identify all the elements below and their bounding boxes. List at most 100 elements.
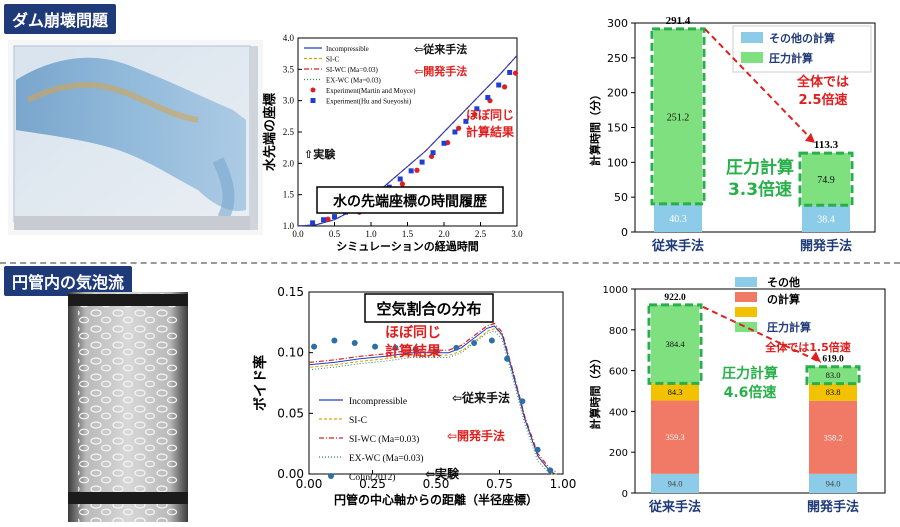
y-axis-label: ボイド率 xyxy=(252,355,269,411)
speedup-arrow-head xyxy=(811,351,821,363)
bar-segment-1 xyxy=(809,473,857,493)
x-tick-label: 2.0 xyxy=(438,229,450,239)
annotation-conventional: ⇦従来手法 xyxy=(414,42,467,56)
series-incompressible-line xyxy=(297,55,518,227)
legend-label: Incompressible xyxy=(326,45,369,53)
bar-pressure-outline xyxy=(647,303,703,385)
y-tick-label: 600 xyxy=(609,367,628,378)
bar-pressure-value: 74.9 xyxy=(817,175,835,186)
bar-segment-4 xyxy=(809,366,857,384)
category-label: 従来手法 xyxy=(651,238,704,254)
bar-segment-3 xyxy=(809,383,857,401)
x-tick-label: 1.00 xyxy=(550,477,577,491)
series-ex-wc-line xyxy=(308,330,556,475)
bar-segment-4 xyxy=(651,304,699,384)
speedup-arrow-line xyxy=(704,28,816,144)
exp-hu-point xyxy=(419,159,425,165)
bar-segment-3 xyxy=(651,383,699,401)
annotation-conventional: ⇦従来手法 xyxy=(452,390,510,405)
exp-hu-point xyxy=(397,176,403,182)
exp-colin-point xyxy=(392,344,399,351)
exp-hu-point xyxy=(441,140,447,146)
y-tick-label: 400 xyxy=(609,407,628,418)
exp-martin-point xyxy=(399,181,405,187)
category-label: 従来手法 xyxy=(648,499,701,515)
exp-colin-point xyxy=(372,343,379,350)
water-front-chart: 0.0 0.5 1.0 1.5 2.0 2.5 3.0 1.0 1.5 2.0 2.5 3.0 3.5 4… xyxy=(262,33,523,253)
bar-pressure xyxy=(654,28,702,204)
annotation-developed: ⇦開発手法 xyxy=(414,64,467,78)
y-tick-label: 4.0 xyxy=(283,33,295,43)
category-label: 開発手法 xyxy=(807,499,859,515)
bar-segment-2-value: 358.2 xyxy=(823,432,842,442)
legend-label: Experiment(Martin and Moyce) xyxy=(326,87,416,95)
section-title-dam-break: ダム崩壊問題 xyxy=(4,4,117,34)
bar-total-value: 619.0 xyxy=(822,355,844,365)
exp-martin-point xyxy=(414,167,420,173)
bar-other-value: 38.4 xyxy=(817,215,835,226)
x-tick-label: 0.00 xyxy=(296,477,323,491)
y-tick-label: 1.5 xyxy=(283,190,295,200)
y-tick-label: 0.10 xyxy=(277,346,304,360)
y-tick-label: 800 xyxy=(609,326,628,337)
legend-label: SI-WC (Ma=0.03) xyxy=(326,66,378,74)
bar-other-value: 40.3 xyxy=(669,214,687,225)
exp-hu-point xyxy=(321,217,327,223)
exp-hu-point xyxy=(485,95,491,101)
exp-hu-point xyxy=(310,220,316,226)
chart-title-box xyxy=(316,186,504,214)
exp-hu-point xyxy=(408,168,414,174)
exp-colin-point xyxy=(534,446,541,453)
section-title-bubbly-flow: 円管内の気泡流 xyxy=(4,266,133,296)
y-axis-label: 計算時間（分） xyxy=(588,89,602,166)
bar-segment-1-value: 94.0 xyxy=(668,478,683,488)
y-axis-label: 計算時間（分） xyxy=(588,353,602,430)
exp-hu-point xyxy=(507,69,513,75)
x-tick-label: 2.5 xyxy=(475,229,487,239)
legend-marker xyxy=(328,473,334,479)
chart-title-box xyxy=(364,293,494,323)
speedup-arrow-head xyxy=(805,132,815,143)
y-tick-label: 100 xyxy=(607,156,628,169)
legend-swatch xyxy=(735,277,757,287)
legend-label: SI-WC (Ma=0.03) xyxy=(349,434,419,445)
x-tick-label: 1.5 xyxy=(402,229,414,239)
dam-break-simulation-image xyxy=(8,40,263,235)
x-tick-label: 0.25 xyxy=(359,477,386,491)
bar-pressure-value: 251.2 xyxy=(667,112,690,123)
bar-pressure-outline xyxy=(805,365,861,386)
y-tick-label: 50 xyxy=(614,191,628,204)
y-axis-label: 水先端の座標 xyxy=(262,93,278,171)
bar-other xyxy=(654,203,702,232)
y-tick-label: 150 xyxy=(607,122,628,135)
callout-pressure: 圧力計算 4.6倍速 xyxy=(722,365,778,401)
exp-colin-point xyxy=(433,348,439,355)
exp-hu-point xyxy=(430,150,436,156)
exp-martin-point xyxy=(325,216,331,222)
y-tick-label: 200 xyxy=(609,448,628,459)
y-tick-label: 200 xyxy=(607,87,628,100)
legend-label: Incompressible xyxy=(349,397,407,407)
exp-colin-point xyxy=(504,355,511,362)
exp-hu-point xyxy=(496,82,502,88)
x-tick-label: 3.0 xyxy=(511,229,523,239)
legend-label: SI-C xyxy=(326,56,340,64)
y-tick-label: 250 xyxy=(607,52,628,65)
exp-hu-point xyxy=(463,118,469,124)
bar-segment-1-value: 94.0 xyxy=(826,478,841,488)
legend-marker xyxy=(310,87,316,93)
chart-title: 水の先端座標の時間履歴 xyxy=(333,193,487,210)
bar-segment-2-value: 359.3 xyxy=(665,432,684,442)
legend-swatch xyxy=(735,322,757,332)
exp-martin-point xyxy=(501,84,508,90)
y-tick-label: 1000 xyxy=(603,285,628,296)
section-divider xyxy=(0,262,900,264)
callout-overall: 全体では1.5倍速 xyxy=(764,340,851,354)
pipe-computation-time-chart: 0 200 400 600 800 1000 計算時間（分） 94.0 359.3 84.3 384… xyxy=(588,275,886,515)
series-si-wc-line xyxy=(308,322,556,473)
bar-segment-2 xyxy=(651,400,699,474)
bar-pressure-outline xyxy=(798,151,854,207)
y-tick-label: 3.0 xyxy=(283,96,295,106)
series-incompressible-line xyxy=(308,325,556,475)
bar-segment-3-value: 83.8 xyxy=(826,387,841,397)
